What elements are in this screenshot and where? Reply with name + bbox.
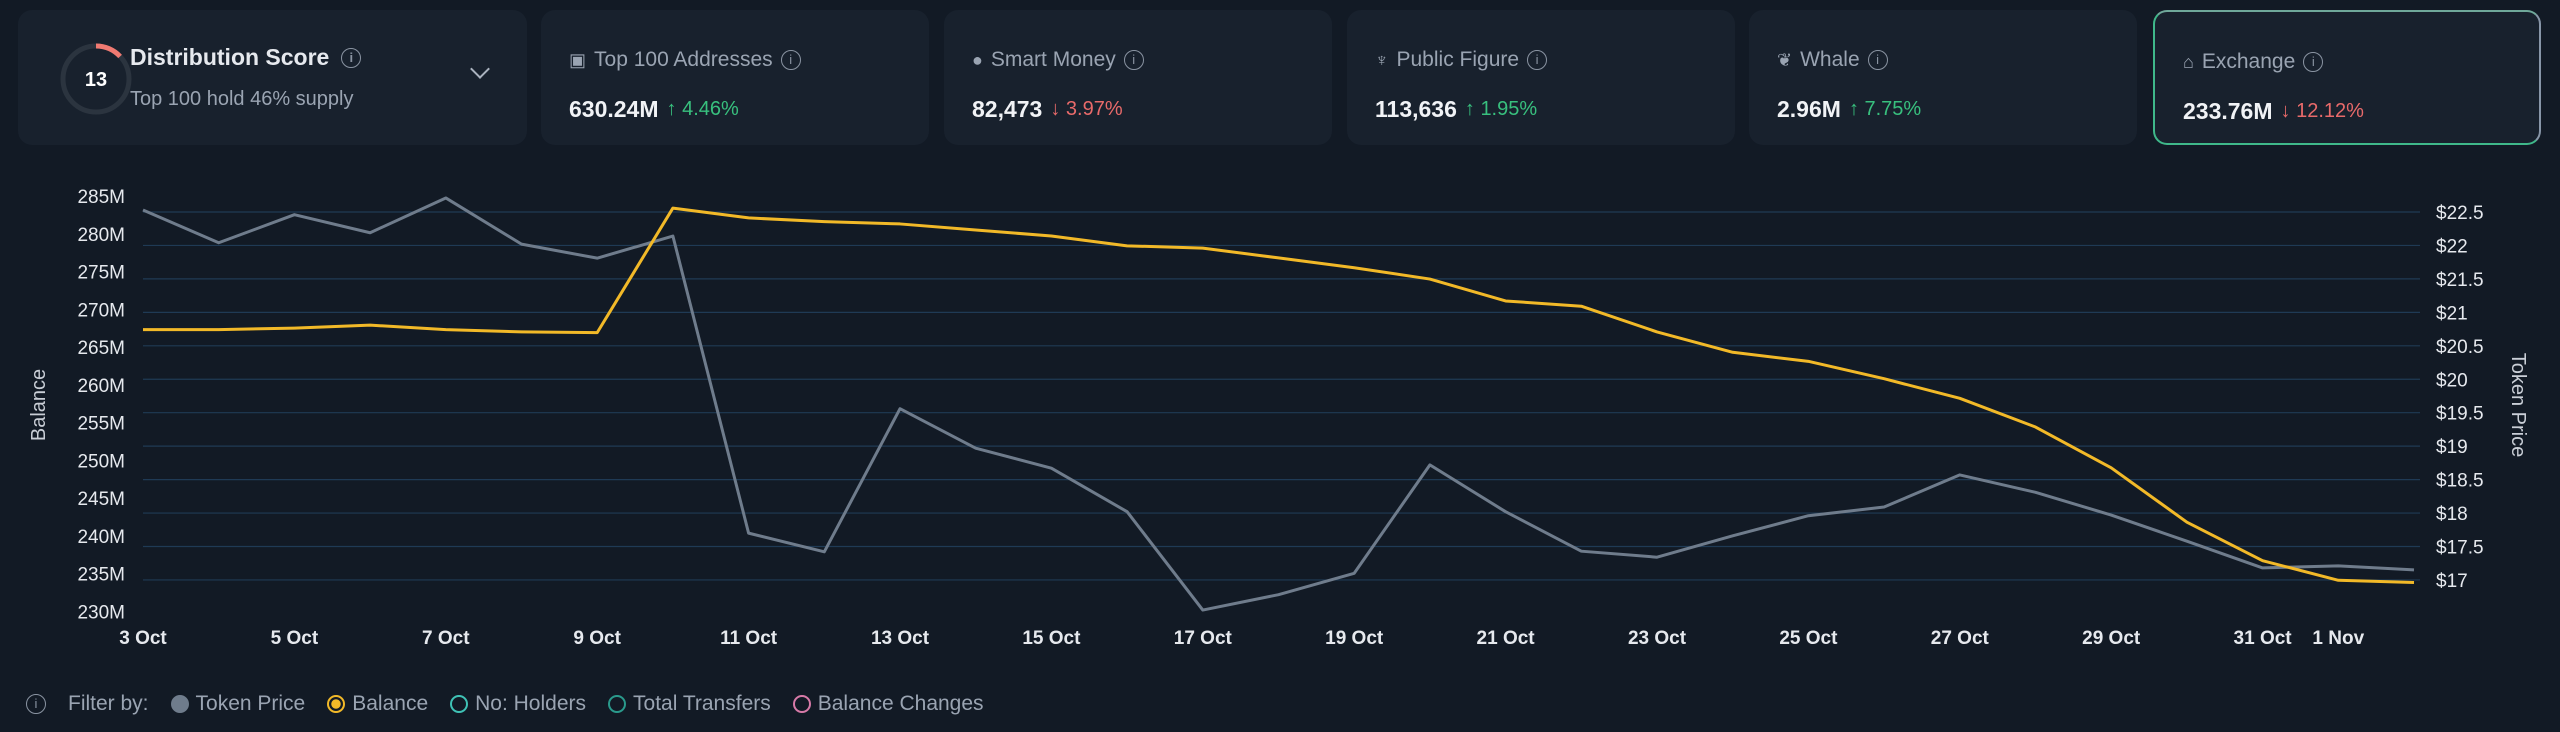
x-tick-label: 9 Oct — [573, 628, 621, 649]
score-value: 13 — [85, 69, 107, 91]
y-tick-label: 265M — [77, 338, 125, 359]
card-value: 113,636 — [1375, 96, 1457, 122]
card-change: ↑ 1.95% — [1464, 98, 1538, 120]
legend-item[interactable]: Token Price — [170, 692, 305, 716]
y-right-tick-label: $17 — [2436, 571, 2468, 592]
card-title: Top 100 Addresses — [594, 48, 773, 71]
y-right-tick-label: $22.5 — [2436, 203, 2484, 224]
y-right-tick-label: $22 — [2436, 236, 2468, 257]
card-change: ↓ 3.97% — [1050, 98, 1123, 120]
x-tick-label: 29 Oct — [2082, 628, 2141, 649]
x-tick-label: 25 Oct — [1779, 628, 1838, 649]
legend-radio-icon — [792, 695, 811, 713]
x-tick-label: 11 Oct — [720, 628, 778, 649]
legend-item[interactable]: Balance — [327, 692, 428, 716]
y-right-tick-label: $20.5 — [2436, 337, 2484, 358]
podium-icon: ♆ — [1375, 49, 1389, 70]
y-right-tick-label: $19.5 — [2436, 404, 2484, 425]
score-title: Distribution Score — [130, 44, 330, 70]
legend: i Filter by: Token Price Balance No: Holde… — [26, 692, 984, 716]
card-title: Smart Money — [990, 48, 1116, 71]
card-value: 82,473 — [972, 96, 1043, 122]
money-icon: ▣ — [569, 49, 587, 70]
legend-radio-icon — [450, 695, 469, 713]
card-value: 233.76M — [2183, 98, 2273, 124]
y-tick-label: 235M — [77, 565, 125, 586]
chevron-down-icon[interactable] — [470, 59, 490, 79]
x-tick-label: 3 Oct — [119, 628, 167, 649]
x-tick-label: 1 Nov — [2312, 628, 2364, 649]
x-tick-label: 23 Oct — [1628, 628, 1687, 649]
x-tick-label: 21 Oct — [1477, 628, 1536, 649]
y-tick-label: 230M — [77, 602, 125, 623]
card-change: ↑ 7.75% — [1848, 98, 1922, 120]
filter-label: Filter by: — [68, 692, 149, 715]
y-right-tick-label: $21 — [2436, 303, 2468, 324]
info-icon[interactable]: i — [26, 694, 46, 714]
card-top-100-addresses[interactable]: ▣ Top 100 Addresses i 630.24M ↑ 4.46% — [541, 10, 929, 145]
y-right-tick-label: $18.5 — [2436, 471, 2484, 492]
info-icon[interactable]: i — [1123, 50, 1144, 70]
y-tick-label: 270M — [77, 300, 125, 321]
legend-radio-icon — [327, 695, 346, 713]
legend-item[interactable]: Balance Changes — [792, 692, 984, 716]
card-change: ↓ 12.12% — [2280, 100, 2364, 122]
card-change: ↑ 4.46% — [666, 98, 739, 120]
sunglasses-icon: ● — [972, 49, 983, 70]
legend-radio-icon — [170, 695, 189, 713]
info-icon[interactable]: i — [341, 47, 362, 68]
info-icon[interactable]: i — [1867, 50, 1888, 70]
info-icon[interactable]: i — [1527, 50, 1548, 70]
y-right-tick-label: $20 — [2436, 370, 2468, 391]
whale-icon: ❦ — [1777, 49, 1793, 70]
legend-item[interactable]: No: Holders — [450, 692, 586, 716]
y-tick-label: 250M — [77, 451, 125, 472]
legend-item[interactable]: Total Transfers — [608, 692, 771, 716]
x-tick-label: 27 Oct — [1931, 628, 1990, 649]
y-right-tick-label: $17.5 — [2436, 538, 2484, 559]
y-right-tick-label: $21.5 — [2436, 270, 2484, 291]
card-whale[interactable]: ❦ Whale i 2.96M ↑ 7.75% — [1749, 10, 2137, 145]
y-tick-label: 275M — [77, 263, 125, 284]
x-tick-label: 31 Oct — [2234, 628, 2293, 649]
card-title: Public Figure — [1396, 48, 1520, 71]
card-title: Whale — [1800, 48, 1860, 71]
info-icon[interactable]: i — [780, 50, 801, 70]
balance-price-chart: 230M 235M 240M 245M 250M 255M 260M 265M 270M 275M… — [28, 187, 2529, 649]
x-tick-label: 5 Oct — [271, 628, 319, 649]
y-tick-label: 260M — [77, 376, 125, 397]
bank-icon: ⌂ — [2183, 51, 2194, 72]
y-tick-label: 245M — [77, 489, 125, 510]
y-right-tick-label: $18 — [2436, 504, 2468, 525]
y-tick-label: 255M — [77, 414, 125, 435]
x-tick-label: 19 Oct — [1325, 628, 1384, 649]
y-right-axis-label: Token Price — [2507, 353, 2529, 458]
series-line-token-price — [142, 196, 2415, 612]
card-value: 2.96M — [1777, 96, 1841, 122]
score-ring: 13 — [60, 43, 132, 115]
score-subtitle: Top 100 hold 46% supply — [130, 88, 354, 110]
info-icon[interactable]: i — [2303, 52, 2324, 72]
series-line-balance — [143, 206, 2415, 585]
y-right-tick-label: $19 — [2436, 437, 2468, 458]
y-tick-label: 285M — [77, 187, 125, 208]
card-title: Exchange — [2201, 50, 2296, 73]
card-smart-money[interactable]: ● Smart Money i 82,473 ↓ 3.97% — [944, 10, 1332, 145]
card-exchange[interactable]: ⌂ Exchange i 233.76M ↓ 12.12% — [2153, 10, 2541, 145]
legend-radio-icon — [608, 695, 627, 713]
x-tick-label: 13 Oct — [871, 628, 930, 649]
x-tick-label: 15 Oct — [1022, 628, 1081, 649]
card-value: 630.24M — [569, 96, 659, 122]
y-tick-label: 280M — [77, 225, 125, 246]
y-tick-label: 240M — [77, 527, 125, 548]
x-tick-label: 7 Oct — [422, 628, 470, 649]
x-tick-label: 17 Oct — [1174, 628, 1233, 649]
card-public-figure[interactable]: ♆ Public Figure i 113,636 ↑ 1.95% — [1347, 10, 1735, 145]
y-axis-label: Balance — [28, 369, 50, 441]
distribution-score-card[interactable]: 13 Distribution Score i Top 100 hold 46%… — [18, 10, 527, 145]
